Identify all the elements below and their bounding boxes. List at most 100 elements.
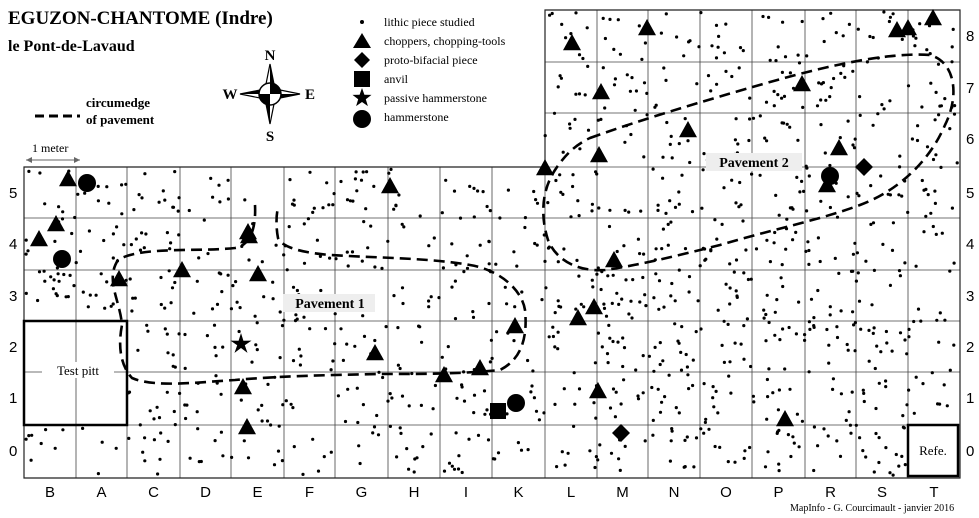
lithic-dot xyxy=(730,74,734,79)
lithic-dot xyxy=(920,105,924,109)
lithic-dot xyxy=(864,455,868,459)
lithic-dot xyxy=(728,360,732,364)
lithic-dot xyxy=(493,457,497,461)
lithic-dot xyxy=(590,278,594,282)
lithic-dot xyxy=(578,147,582,151)
legend-items: lithic piece studied choppers, chopping-t… xyxy=(352,15,506,128)
lithic-dot xyxy=(346,264,350,268)
lithic-dot xyxy=(691,358,695,362)
chopper-triangle xyxy=(830,139,848,156)
lithic-dot xyxy=(952,261,956,265)
lithic-dot xyxy=(396,326,400,330)
lithic-dot xyxy=(109,304,113,308)
lithic-dot xyxy=(627,210,631,214)
lithic-dot xyxy=(61,428,65,432)
lithic-dot xyxy=(173,365,177,369)
lithic-dot xyxy=(802,189,806,193)
lithic-dot xyxy=(552,111,557,115)
proto-bifacial-diamond xyxy=(855,158,873,176)
lithic-dot xyxy=(140,231,144,235)
chopper-triangle xyxy=(793,75,811,92)
lithic-dot xyxy=(559,76,564,80)
lithic-dot xyxy=(945,404,949,408)
lithic-dot xyxy=(623,208,627,212)
lithic-dot xyxy=(488,209,492,213)
lithic-dot xyxy=(834,30,838,35)
lithic-dot xyxy=(134,237,138,241)
lithic-dot xyxy=(359,178,364,182)
lithic-dot xyxy=(573,117,577,121)
lithic-dot xyxy=(898,154,902,158)
lithic-dot xyxy=(702,431,706,435)
lithic-dot xyxy=(773,230,777,235)
lithic-dot xyxy=(302,315,306,319)
lithic-dot xyxy=(713,444,717,449)
lithic-dot xyxy=(926,193,930,197)
lithic-dot xyxy=(163,306,167,310)
lithic-dot xyxy=(53,239,57,243)
lithic-dot xyxy=(291,285,296,289)
scale-arrow-right xyxy=(74,157,80,163)
lithic-dot xyxy=(666,243,670,247)
lithic-dot xyxy=(797,61,802,65)
lithic-dot xyxy=(854,279,859,283)
lithic-dot xyxy=(460,383,464,387)
lithic-dot xyxy=(520,290,524,294)
lithic-dot xyxy=(711,385,715,389)
lithic-dot xyxy=(197,460,201,464)
lithic-dot xyxy=(653,345,657,349)
lithic-dot xyxy=(742,324,746,328)
lithic-dot xyxy=(728,286,732,290)
lithic-dot xyxy=(407,467,411,471)
lithic-dot xyxy=(531,369,535,373)
lithic-dot xyxy=(822,427,826,431)
lithic-dot xyxy=(699,327,703,331)
lithic-dot xyxy=(457,454,461,458)
lithic-dot xyxy=(254,343,258,347)
lithic-dot xyxy=(213,345,217,349)
lithic-dot xyxy=(777,469,781,473)
lithic-dot xyxy=(737,66,741,70)
lithic-dot xyxy=(652,369,656,373)
legend-label: proto-bifacial piece xyxy=(384,53,478,67)
lithic-dot xyxy=(542,411,546,415)
lithic-dot xyxy=(867,328,871,332)
lithic-dot xyxy=(366,246,370,250)
lithic-dot xyxy=(321,206,325,210)
lithic-dot xyxy=(282,318,286,322)
lithic-dot xyxy=(512,250,516,254)
lithic-dot xyxy=(209,176,213,180)
lithic-dot xyxy=(336,394,340,398)
lithic-dot xyxy=(879,174,883,178)
lithic-dot xyxy=(543,134,547,138)
lithic-dot xyxy=(398,366,402,371)
lithic-dot xyxy=(828,95,832,99)
lithic-dot xyxy=(901,414,905,418)
lithic-dot xyxy=(781,20,785,24)
lithic-dot xyxy=(611,339,615,344)
lithic-dot xyxy=(472,411,476,415)
lithic-dot xyxy=(629,132,633,137)
lithic-dot xyxy=(616,340,620,344)
lithic-dot xyxy=(572,424,576,428)
lithic-dot xyxy=(776,45,780,49)
lithic-dot xyxy=(278,356,282,360)
column-label: F xyxy=(305,484,314,501)
chopper-triangle xyxy=(924,9,942,26)
lithic-dot xyxy=(295,288,299,293)
lithic-dot xyxy=(631,278,635,282)
lithic-dot xyxy=(37,270,42,274)
lithic-dot xyxy=(556,347,560,351)
lithic-dot xyxy=(846,195,850,199)
lithic-dot xyxy=(269,423,273,427)
lithic-dot xyxy=(124,278,128,282)
lithic-dot xyxy=(534,198,538,202)
lithic-dot xyxy=(242,439,246,443)
lithic-dot xyxy=(328,256,332,260)
lithic-dot xyxy=(562,387,566,391)
lithic-dot xyxy=(819,82,824,86)
lithic-dot xyxy=(218,200,222,204)
row-label-right: 1 xyxy=(966,390,974,407)
lithic-dot xyxy=(365,170,369,174)
lithic-dot xyxy=(900,454,904,458)
